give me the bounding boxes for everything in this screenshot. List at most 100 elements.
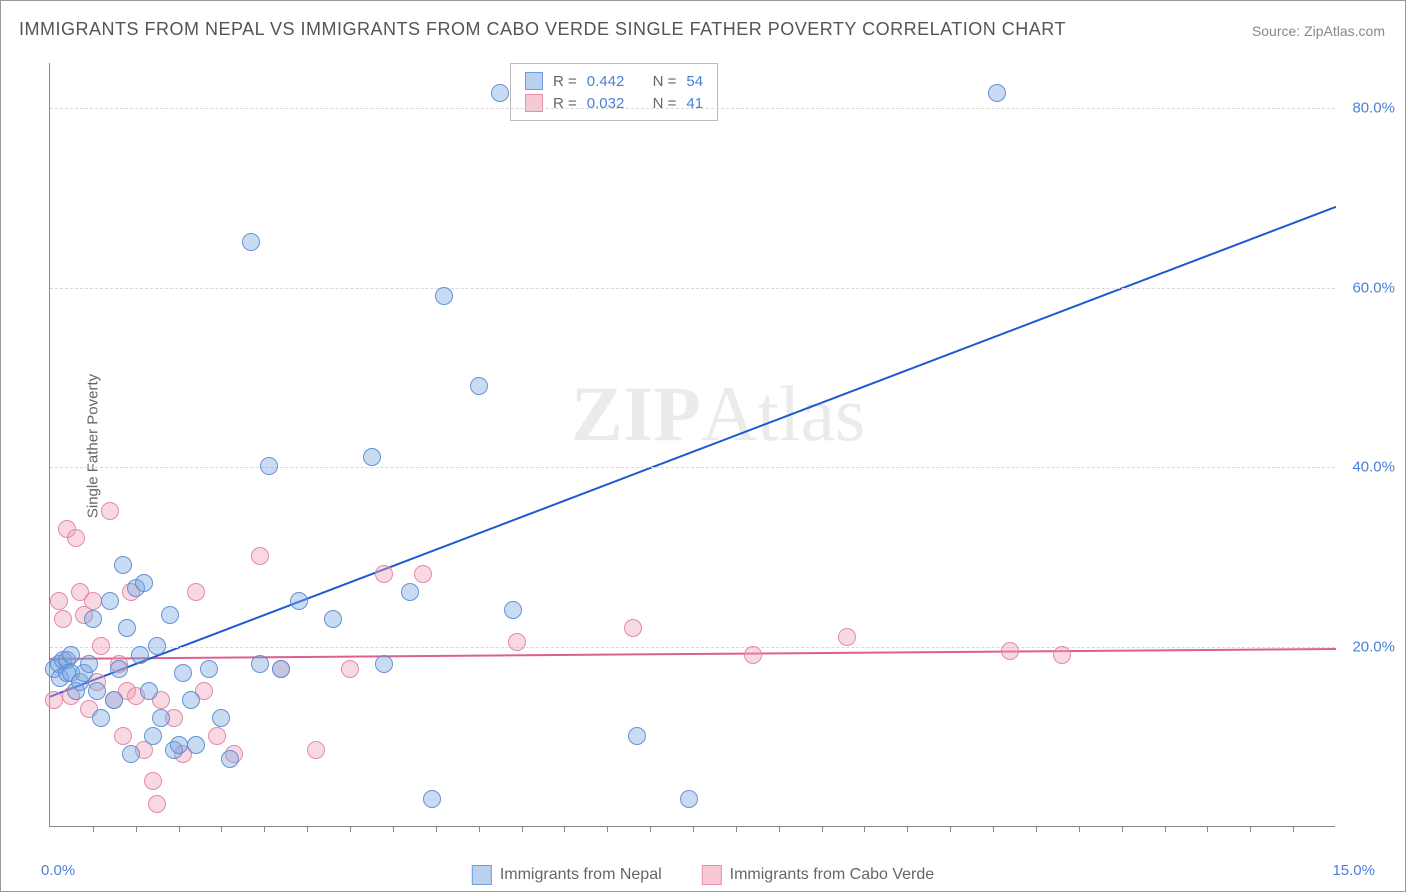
data-point	[152, 709, 170, 727]
n-value-caboverde: 41	[686, 95, 703, 112]
n-value-nepal: 54	[686, 73, 703, 90]
data-point	[307, 741, 325, 759]
y-tick-label: 40.0%	[1352, 459, 1395, 476]
data-point	[84, 610, 102, 628]
data-point	[88, 682, 106, 700]
data-point	[324, 610, 342, 628]
data-point	[101, 502, 119, 520]
data-point	[114, 556, 132, 574]
data-point	[988, 84, 1006, 102]
plot-area: ZIPAtlas R = 0.442 N = 54 R = 0.032 N = …	[49, 63, 1335, 827]
source-attribution: Source: ZipAtlas.com	[1252, 23, 1385, 39]
x-tick	[1079, 826, 1080, 832]
series-legend: Immigrants from Nepal Immigrants from Ca…	[472, 865, 934, 885]
data-point	[1053, 646, 1071, 664]
data-point	[67, 529, 85, 547]
data-point	[92, 709, 110, 727]
data-point	[375, 655, 393, 673]
data-point	[680, 790, 698, 808]
data-point	[290, 592, 308, 610]
gridline	[50, 647, 1335, 648]
legend-label-caboverde: Immigrants from Cabo Verde	[730, 866, 935, 884]
x-tick	[479, 826, 480, 832]
data-point	[174, 664, 192, 682]
x-tick	[1036, 826, 1037, 832]
swatch-caboverde-icon	[525, 94, 543, 112]
data-point	[363, 448, 381, 466]
y-tick-label: 80.0%	[1352, 99, 1395, 116]
data-point	[144, 772, 162, 790]
data-point	[182, 691, 200, 709]
x-tick-max: 15.0%	[1332, 862, 1375, 879]
x-tick	[264, 826, 265, 832]
x-tick	[1165, 826, 1166, 832]
x-tick	[93, 826, 94, 832]
x-tick	[522, 826, 523, 832]
data-point	[114, 727, 132, 745]
r-value-nepal: 0.442	[587, 73, 625, 90]
x-tick	[736, 826, 737, 832]
data-point	[118, 619, 136, 637]
x-tick	[864, 826, 865, 832]
data-point	[491, 84, 509, 102]
x-tick	[1122, 826, 1123, 832]
x-tick	[650, 826, 651, 832]
data-point	[170, 736, 188, 754]
data-point	[504, 601, 522, 619]
x-tick	[822, 826, 823, 832]
data-point	[131, 646, 149, 664]
x-tick-min: 0.0%	[41, 862, 75, 879]
r-label: R =	[553, 95, 577, 112]
data-point	[144, 727, 162, 745]
x-tick	[993, 826, 994, 832]
legend-label-nepal: Immigrants from Nepal	[500, 866, 662, 884]
x-tick	[350, 826, 351, 832]
data-point	[401, 583, 419, 601]
x-tick	[907, 826, 908, 832]
y-tick-label: 60.0%	[1352, 279, 1395, 296]
data-point	[54, 610, 72, 628]
n-label: N =	[653, 95, 677, 112]
x-tick	[779, 826, 780, 832]
data-point	[122, 745, 140, 763]
data-point	[135, 574, 153, 592]
square-nepal-icon	[472, 865, 492, 885]
chart-container: IMMIGRANTS FROM NEPAL VS IMMIGRANTS FROM…	[0, 0, 1406, 892]
gridline	[50, 288, 1335, 289]
data-point	[161, 606, 179, 624]
data-point	[105, 691, 123, 709]
data-point	[341, 660, 359, 678]
x-tick	[1207, 826, 1208, 832]
data-point	[470, 377, 488, 395]
data-point	[92, 637, 110, 655]
square-caboverde-icon	[702, 865, 722, 885]
x-tick	[179, 826, 180, 832]
x-tick	[1250, 826, 1251, 832]
legend-item-caboverde: Immigrants from Cabo Verde	[702, 865, 935, 885]
chart-title: IMMIGRANTS FROM NEPAL VS IMMIGRANTS FROM…	[19, 19, 1066, 40]
data-point	[375, 565, 393, 583]
data-point	[187, 736, 205, 754]
data-point	[101, 592, 119, 610]
legend-item-nepal: Immigrants from Nepal	[472, 865, 662, 885]
data-point	[212, 709, 230, 727]
data-point	[1001, 642, 1019, 660]
x-tick	[307, 826, 308, 832]
r-value-caboverde: 0.032	[587, 95, 625, 112]
data-point	[435, 287, 453, 305]
x-tick	[136, 826, 137, 832]
data-point	[80, 655, 98, 673]
swatch-nepal-icon	[525, 72, 543, 90]
data-point	[251, 547, 269, 565]
trend-lines	[50, 63, 1336, 827]
x-tick	[1293, 826, 1294, 832]
data-point	[208, 727, 226, 745]
watermark: ZIPAtlas	[571, 369, 866, 459]
data-point	[251, 655, 269, 673]
x-tick	[950, 826, 951, 832]
data-point	[414, 565, 432, 583]
x-tick	[436, 826, 437, 832]
legend-row-nepal: R = 0.442 N = 54	[525, 70, 703, 92]
r-label: R =	[553, 73, 577, 90]
data-point	[628, 727, 646, 745]
